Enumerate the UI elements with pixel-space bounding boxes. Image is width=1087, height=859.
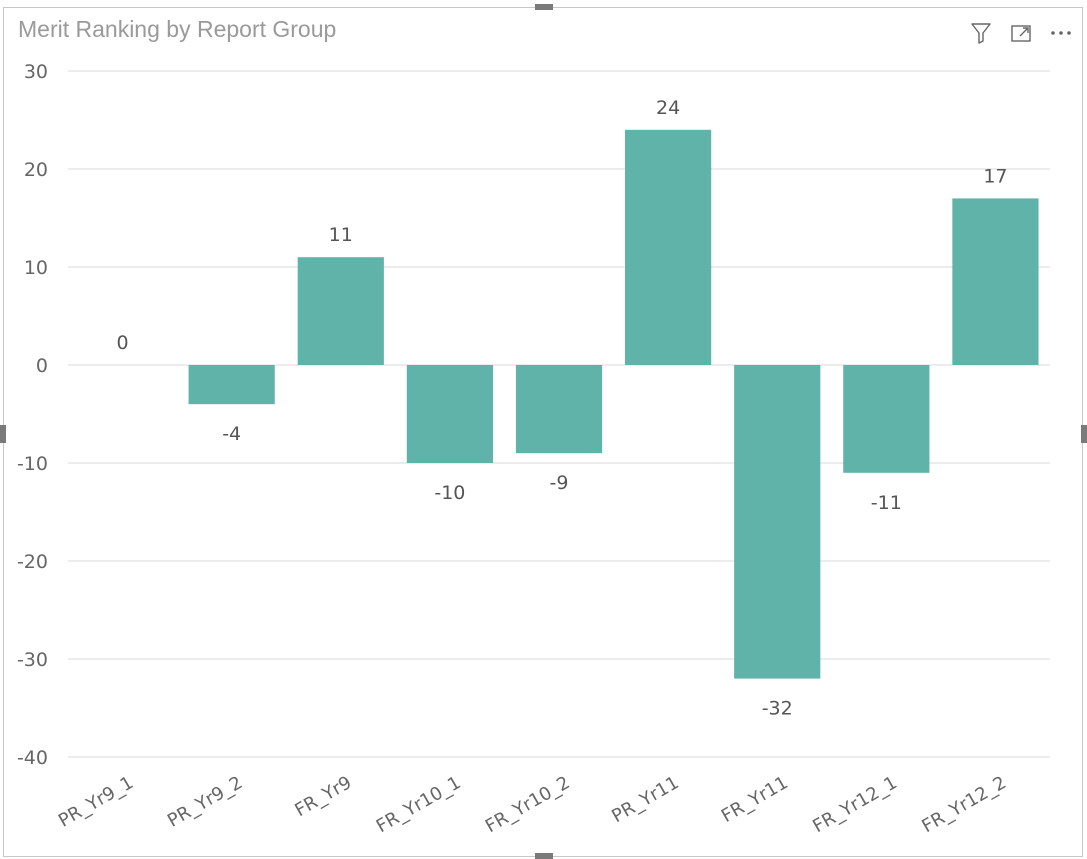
bar[interactable] [188, 365, 275, 405]
data-label: 24 [656, 97, 680, 119]
chart-title: Merit Ranking by Report Group [18, 16, 337, 42]
x-tick-label: FR_Yr11 [718, 772, 792, 827]
resize-handle-right[interactable] [1081, 425, 1087, 443]
y-tick-label: -40 [17, 747, 48, 769]
data-label: -9 [550, 472, 569, 494]
y-tick-label: 10 [24, 257, 48, 279]
data-label: 0 [117, 332, 129, 354]
focus-mode-icon[interactable] [1008, 20, 1034, 46]
y-tick-label: 30 [24, 61, 48, 83]
bar[interactable] [406, 365, 493, 463]
x-tick-label: PR_Yr9_2 [164, 772, 246, 832]
data-label: -32 [762, 698, 793, 720]
bar[interactable] [515, 365, 603, 454]
y-tick-label: -20 [17, 551, 48, 573]
x-tick-label: FR_Yr12_1 [809, 772, 901, 837]
data-label: -10 [434, 482, 465, 504]
y-tick-label: -30 [17, 649, 48, 671]
bar[interactable] [297, 257, 384, 365]
x-tick-label: FR_Yr12_2 [918, 772, 1010, 837]
x-tick-label: PR_Yr11 [608, 772, 682, 827]
bar[interactable] [734, 365, 821, 679]
resize-handle-left[interactable] [0, 425, 6, 443]
data-label: -4 [222, 423, 241, 445]
x-tick-label: FR_Yr9 [291, 772, 355, 821]
visual-header-toolbar [968, 20, 1074, 46]
bar[interactable] [625, 129, 712, 365]
y-tick-label: 0 [36, 355, 48, 377]
bar[interactable] [952, 198, 1039, 365]
data-label: 17 [983, 165, 1007, 187]
filter-icon[interactable] [968, 20, 994, 46]
resize-handle-top[interactable] [535, 4, 553, 10]
data-label: 11 [329, 224, 353, 246]
x-tick-label: PR_Yr9_1 [55, 772, 137, 832]
data-label: -11 [871, 492, 902, 514]
resize-handle-bottom[interactable] [535, 853, 553, 859]
bar[interactable] [843, 365, 930, 473]
x-tick-label: FR_Yr10_1 [373, 772, 465, 837]
y-tick-label: -10 [17, 453, 48, 475]
x-tick-label: FR_Yr10_2 [482, 772, 574, 837]
more-options-icon[interactable] [1048, 20, 1074, 46]
y-tick-label: 20 [24, 159, 48, 181]
